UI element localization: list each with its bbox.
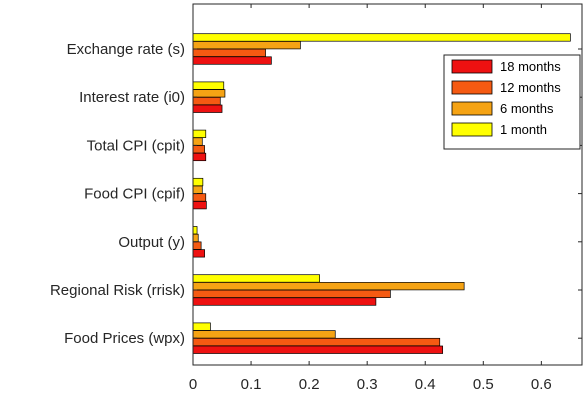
bar-3-5: [192, 233, 199, 243]
x-tick-label: 0.3: [357, 376, 378, 393]
legend-label: 18 months: [500, 59, 561, 74]
bar-4-4: [192, 177, 204, 187]
bar-1-4: [192, 201, 207, 210]
legend-label: 6 months: [500, 101, 554, 116]
category-label: Total CPI (cpit): [87, 137, 185, 154]
category-label: Interest rate (i0): [79, 89, 185, 106]
bar-1-5: [192, 249, 205, 258]
bar-2-3: [192, 145, 205, 154]
bar-2-7: [192, 337, 441, 347]
bar-2-6: [192, 289, 391, 298]
bar-4-1: [192, 33, 571, 42]
axes-frame: [192, 3, 583, 366]
x-tick-label: 0.6: [531, 376, 552, 393]
bar-1-6: [192, 297, 377, 306]
legend-swatch: [451, 101, 493, 116]
bars-group: [192, 33, 571, 354]
category-label: Food CPI (cpif): [84, 186, 185, 203]
category-labels: Exchange rate (s) Interest rate (i0) Total…: [50, 41, 185, 347]
bar-1-3: [192, 152, 207, 162]
bar-1-1: [192, 56, 272, 65]
x-tick-label: 0.5: [473, 376, 494, 393]
x-tick-label: 0.1: [241, 376, 262, 393]
bar-2-2: [192, 96, 221, 106]
bar-3-1: [192, 41, 301, 50]
category-label: Food Prices (wpx): [64, 330, 185, 347]
bar-3-2: [192, 89, 226, 98]
bar-4-5: [192, 226, 198, 235]
legend-label: 1 month: [500, 122, 547, 137]
x-tick-label: 0: [189, 376, 197, 393]
legend-swatch: [451, 122, 493, 137]
bar-4-6: [192, 274, 320, 283]
category-label: Exchange rate (s): [67, 41, 185, 58]
bar-2-1: [192, 48, 266, 57]
bar-3-4: [192, 185, 203, 194]
bar-1-2: [192, 104, 223, 113]
bar-4-2: [192, 81, 225, 90]
legend: 18 months 12 months 6 months 1 month: [443, 54, 581, 150]
category-label: Regional Risk (rrisk): [50, 282, 185, 299]
bar-3-6: [192, 282, 465, 291]
legend-swatch: [451, 80, 493, 95]
bar-1-7: [192, 345, 444, 354]
x-tick-label: 0.4: [415, 376, 436, 393]
x-tick-label: 0.2: [299, 376, 320, 393]
axes-group: [192, 3, 583, 366]
bar-2-5: [192, 241, 202, 250]
bar-4-3: [192, 129, 207, 138]
legend-label: 12 months: [500, 80, 561, 95]
category-label: Output (y): [118, 234, 185, 251]
bar-2-4: [192, 193, 207, 202]
bar-3-7: [192, 330, 336, 339]
x-tick-labels: 0 0.1 0.2 0.3 0.4 0.5 0.6: [189, 376, 552, 393]
bar-3-3: [192, 137, 203, 146]
bar-4-7: [192, 322, 211, 331]
legend-swatch: [451, 59, 493, 74]
